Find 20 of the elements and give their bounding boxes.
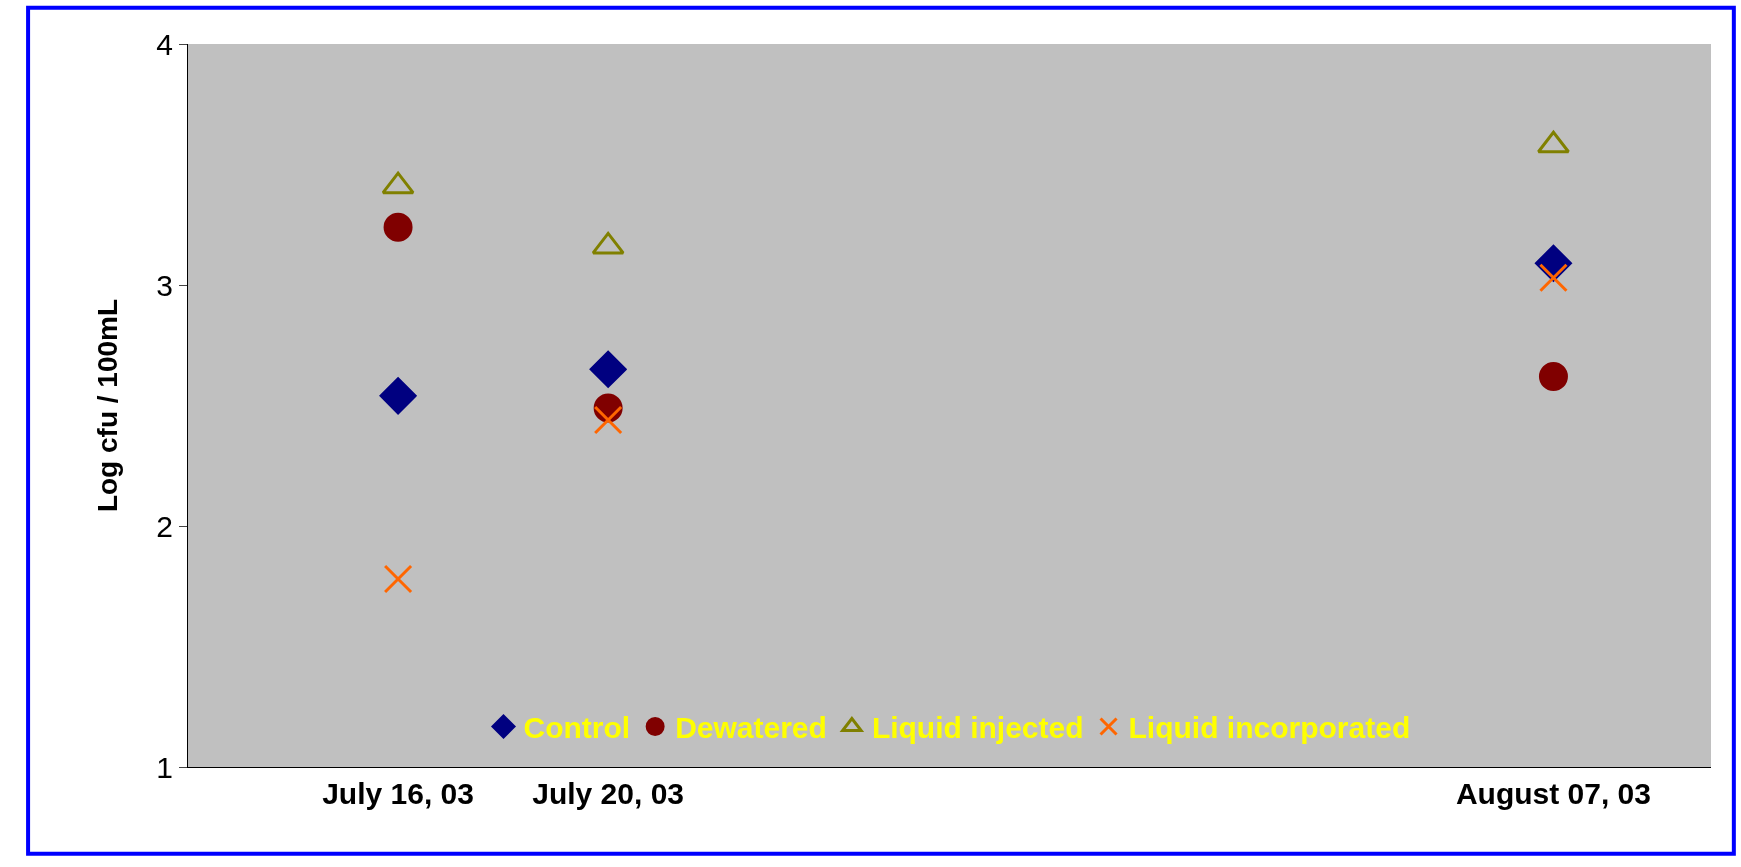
point — [381, 171, 415, 195]
point — [383, 564, 413, 594]
x-tick-label: July 20, 03 — [532, 777, 685, 810]
legend-label: Liquid incorporated — [1128, 711, 1411, 745]
point — [1538, 362, 1568, 392]
y-tick-label: 1 — [156, 750, 173, 784]
y-tick-label: 2 — [156, 509, 173, 543]
x-tick-label: August 07, 03 — [1455, 777, 1651, 810]
y-tick-label: 4 — [156, 27, 173, 61]
point — [379, 377, 417, 415]
point — [1536, 130, 1570, 154]
y-tick-label: 3 — [156, 268, 173, 302]
legend-label: Liquid injected — [871, 711, 1084, 745]
point — [593, 405, 623, 435]
y-axis-title: Log cfu / 100mL — [92, 298, 124, 513]
legend-label: Dewatered — [675, 711, 827, 745]
legend-label: Control — [523, 711, 631, 745]
point — [589, 350, 627, 388]
x-tick-label: July 16, 03 — [322, 777, 474, 810]
point — [383, 212, 413, 242]
